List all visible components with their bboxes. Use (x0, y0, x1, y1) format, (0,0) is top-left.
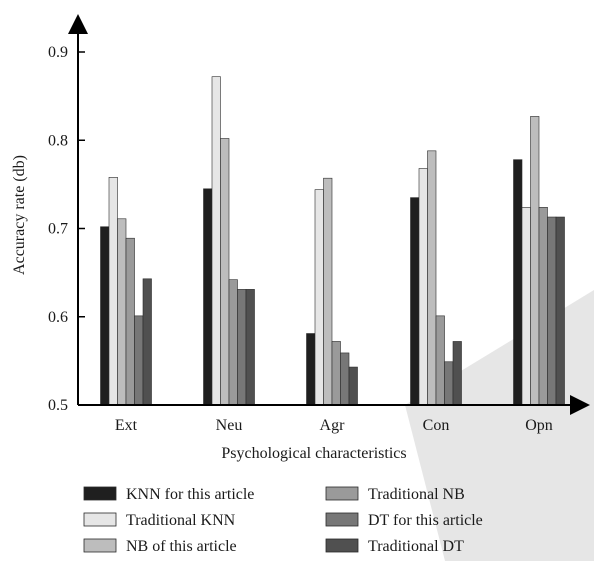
bar-opn-2 (522, 207, 531, 405)
bar-con-3 (428, 151, 437, 405)
legend-swatch (326, 513, 358, 526)
x-axis-label: Psychological characteristics (221, 445, 406, 462)
bar-ext-3 (118, 219, 127, 405)
y-axis-label: Accuracy rate (db) (11, 155, 28, 275)
bar-agr-1 (307, 334, 316, 405)
bar-neu-4 (229, 280, 238, 405)
bar-opn-1 (514, 160, 523, 405)
bar-con-4 (436, 316, 445, 405)
x-tick-label: Neu (216, 417, 243, 434)
bar-opn-3 (531, 116, 540, 405)
legend-swatch (326, 487, 358, 500)
bar-ext-1 (101, 227, 110, 405)
bar-agr-2 (315, 190, 324, 405)
legend-label: DT for this article (368, 512, 483, 529)
legend-label: Traditional KNN (126, 512, 236, 529)
bar-neu-3 (221, 138, 230, 405)
bar-con-1 (411, 198, 420, 405)
legend-swatch (84, 487, 116, 500)
bar-con-6 (453, 341, 462, 405)
bar-ext-2 (109, 177, 118, 405)
y-tick-label: 0.9 (48, 44, 68, 61)
bar-ext-5 (135, 316, 144, 405)
legend-label: KNN for this article (126, 486, 254, 503)
y-tick-label: 0.8 (48, 132, 68, 149)
legend-swatch (84, 513, 116, 526)
legend-label: NB of this article (126, 538, 237, 555)
bar-neu-6 (246, 289, 255, 405)
bar-con-2 (419, 168, 428, 405)
bar-agr-6 (349, 367, 358, 405)
bar-neu-2 (212, 77, 221, 405)
x-tick-label: Con (423, 417, 450, 434)
y-tick-label: 0.7 (48, 221, 68, 238)
x-tick-label: Agr (320, 417, 346, 434)
bar-agr-3 (324, 178, 333, 405)
bar-opn-4 (539, 207, 548, 405)
y-tick-label: 0.5 (48, 397, 68, 414)
y-tick-label: 0.6 (48, 309, 68, 326)
legend-label: Traditional DT (368, 538, 464, 555)
legend-label: Traditional NB (368, 486, 465, 503)
y-ticks: 0.5 0.6 0.7 0.8 0.9 (48, 44, 85, 414)
legend: KNN for this article Traditional KNN NB of… (84, 486, 483, 555)
bar-opn-5 (548, 217, 557, 405)
bar-ext-6 (143, 279, 152, 405)
bar-neu-5 (238, 289, 247, 405)
x-tick-label: Ext (115, 417, 138, 434)
x-tick-label: Opn (525, 417, 553, 434)
bar-con-5 (445, 362, 454, 405)
bar-ext-4 (126, 238, 135, 405)
bar-opn-6 (556, 217, 565, 405)
bar-neu-1 (204, 189, 213, 405)
legend-swatch (84, 539, 116, 552)
bar-agr-5 (341, 353, 350, 405)
legend-swatch (326, 539, 358, 552)
bar-agr-4 (332, 341, 341, 405)
